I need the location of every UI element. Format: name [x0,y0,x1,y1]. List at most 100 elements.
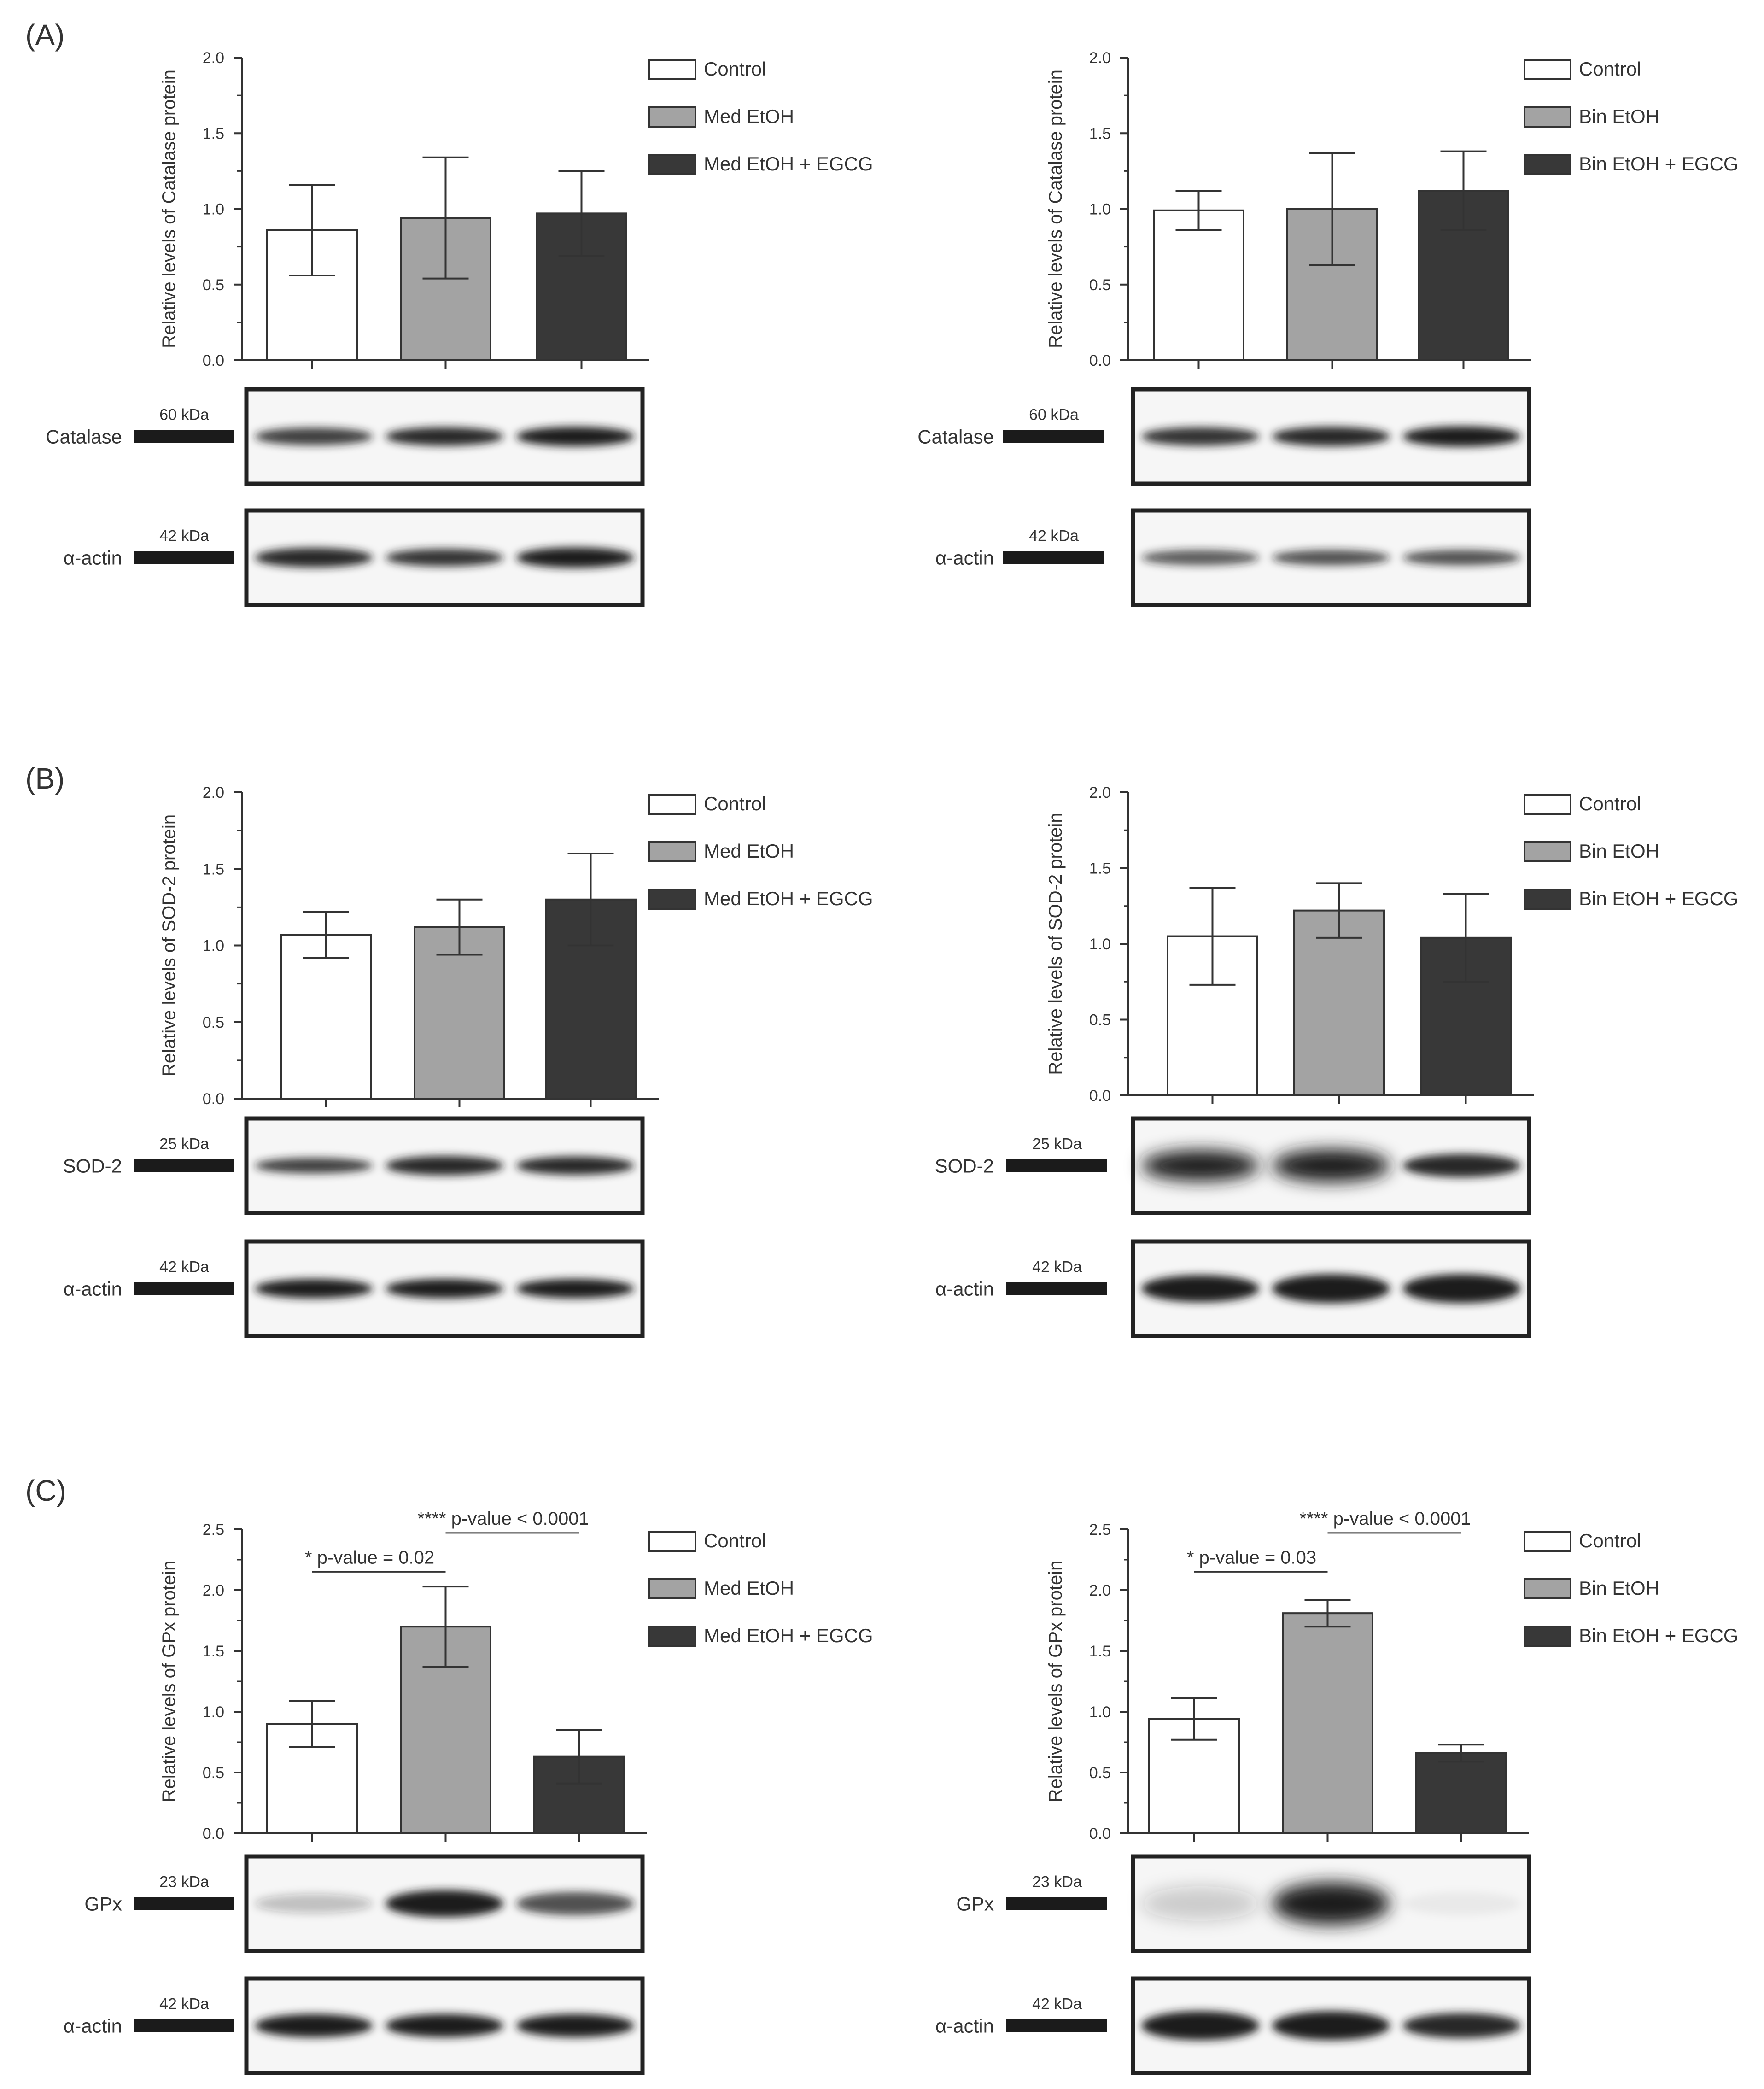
band-lane-1 [386,1890,503,1917]
blot-row-0: 25 kDa SOD-2 [63,1116,645,1215]
band-lane-2 [1402,1892,1521,1915]
blot-row-1: 42 kDa α-actin [935,1239,1531,1338]
marker-bar [134,1897,234,1910]
y-tick-label: 1.5 [1089,125,1111,142]
legend-swatch-0 [648,794,696,815]
band-lane-1 [1272,1274,1390,1303]
band-lane-2 [1402,550,1521,566]
blot-1: 60 kDa Catalase 42 kDa α-actin [917,387,1531,607]
marker-bar [1006,1282,1107,1295]
chart-0: 0.0 0.5 1.0 1.5 2.0 Relative levels of Catala… [159,49,873,369]
marker-kda-label: 25 kDa [1032,1135,1082,1153]
chart-3: 0.0 0.5 1.0 1.5 2.0 Relative levels of SOD-2 … [1046,784,1739,1105]
y-tick-label: 0.0 [1089,1825,1111,1843]
legend-label-0: Control [1579,58,1641,80]
marker-kda-label: 42 kDa [1029,527,1079,545]
y-tick-label: 0.0 [203,1090,224,1108]
band-lane-0 [1141,550,1260,566]
legend-swatch-0 [1524,59,1571,80]
band-lane-0 [1141,1150,1260,1182]
y-tick-label: 1.5 [1089,860,1111,878]
band-lane-0 [255,427,373,445]
marker-bar [1006,2019,1107,2032]
y-tick-label: 2.0 [1089,784,1111,802]
panel-label-b: (B) [25,762,64,795]
blot-row-label: GPx [956,1893,994,1915]
blot-3: 25 kDa SOD-2 42 kDa α-actin [935,1116,1531,1338]
band-lane-2 [1402,426,1521,447]
y-tick-label: 0.5 [203,1764,224,1782]
y-tick-label: 2.0 [203,1582,224,1599]
marker-kda-label: 60 kDa [159,406,209,424]
legend-label-2: Med EtOH + EGCG [704,888,873,909]
bar-1 [1282,1612,1373,1834]
y-axis-label: Relative levels of GPx protein [159,1561,179,1802]
bar-0 [1153,209,1244,361]
blot-row-0: 25 kDa SOD-2 [935,1116,1531,1215]
legend-label-0: Control [704,58,766,80]
marker-bar [1006,1897,1107,1910]
marker-kda-label: 60 kDa [1029,406,1079,424]
y-tick-label: 2.0 [1089,1582,1111,1599]
marker-kda-label: 42 kDa [1032,1258,1082,1276]
y-tick-label: 0.5 [203,1014,224,1031]
marker-bar [134,430,234,443]
y-tick-label: 1.0 [203,1703,224,1721]
blot-row-label: α-actin [64,547,122,569]
marker-kda-label: 23 kDa [159,1873,209,1891]
marker-kda-label: 42 kDa [159,1995,209,2013]
y-tick-label: 1.0 [203,937,224,955]
band-lane-2 [1402,1154,1521,1177]
legend-label-1: Bin EtOH [1579,840,1659,862]
legend-label-0: Control [704,793,766,814]
legend-label-0: Control [704,1530,766,1551]
y-tick-label: 2.0 [1089,49,1111,67]
legend-swatch-2 [648,889,696,910]
marker-bar [1003,430,1104,443]
legend-swatch-2 [1524,889,1571,910]
legend-swatch-1 [648,841,696,862]
y-tick-label: 0.5 [1089,1012,1111,1029]
band-lane-1 [1272,550,1390,566]
marker-bar [134,1159,234,1172]
y-tick-label: 1.5 [203,125,224,142]
band-lane-2 [516,2014,634,2037]
band-lane-1 [386,427,503,446]
y-tick-label: 0.5 [203,276,224,294]
marker-kda-label: 42 kDa [1032,1995,1082,2013]
legend-label-2: Med EtOH + EGCG [704,153,873,175]
marker-bar [134,2019,234,2032]
band-lane-1 [386,2014,503,2037]
band-lane-1 [386,1279,503,1299]
blot-row-0: 60 kDa Catalase [917,387,1531,486]
band-lane-1 [1272,1882,1390,1925]
legend-label-2: Bin EtOH + EGCG [1579,1625,1739,1646]
blot-2: 25 kDa SOD-2 42 kDa α-actin [63,1116,645,1338]
blot-row-label: Catalase [46,426,122,448]
band-lane-0 [1141,1886,1260,1921]
blot-row-0: 60 kDa Catalase [46,387,645,486]
blot-row-label: α-actin [935,547,994,569]
legend-swatch-0 [1524,1531,1571,1552]
blot-row-label: α-actin [935,2015,994,2037]
band-lane-0 [1141,1275,1260,1302]
band-lane-0 [1141,427,1260,446]
chart-1: 0.0 0.5 1.0 1.5 2.0 Relative levels of Catala… [1046,49,1739,369]
significance-label: * p-value = 0.02 [305,1547,434,1568]
blot-row-1: 42 kDa α-actin [935,508,1531,607]
y-tick-label: 1.0 [1089,1703,1111,1721]
legend-label-2: Bin EtOH + EGCG [1579,153,1739,175]
legend-label-1: Med EtOH [704,105,794,127]
significance-label: **** p-value < 0.0001 [417,1509,589,1529]
panel-label-c: (C) [25,1474,66,1507]
legend-label-2: Med EtOH + EGCG [704,1625,873,1646]
marker-bar [1006,1159,1107,1172]
band-lane-1 [386,549,503,567]
band-lane-2 [516,1156,634,1175]
chart-4: 0.0 0.5 1.0 1.5 2.0 2.5 Relative levels of GPx… [159,1509,873,1843]
legend-swatch-1 [648,106,696,128]
legend-swatch-1 [1524,1578,1571,1599]
significance-label: **** p-value < 0.0001 [1299,1509,1471,1529]
marker-bar [134,551,234,564]
